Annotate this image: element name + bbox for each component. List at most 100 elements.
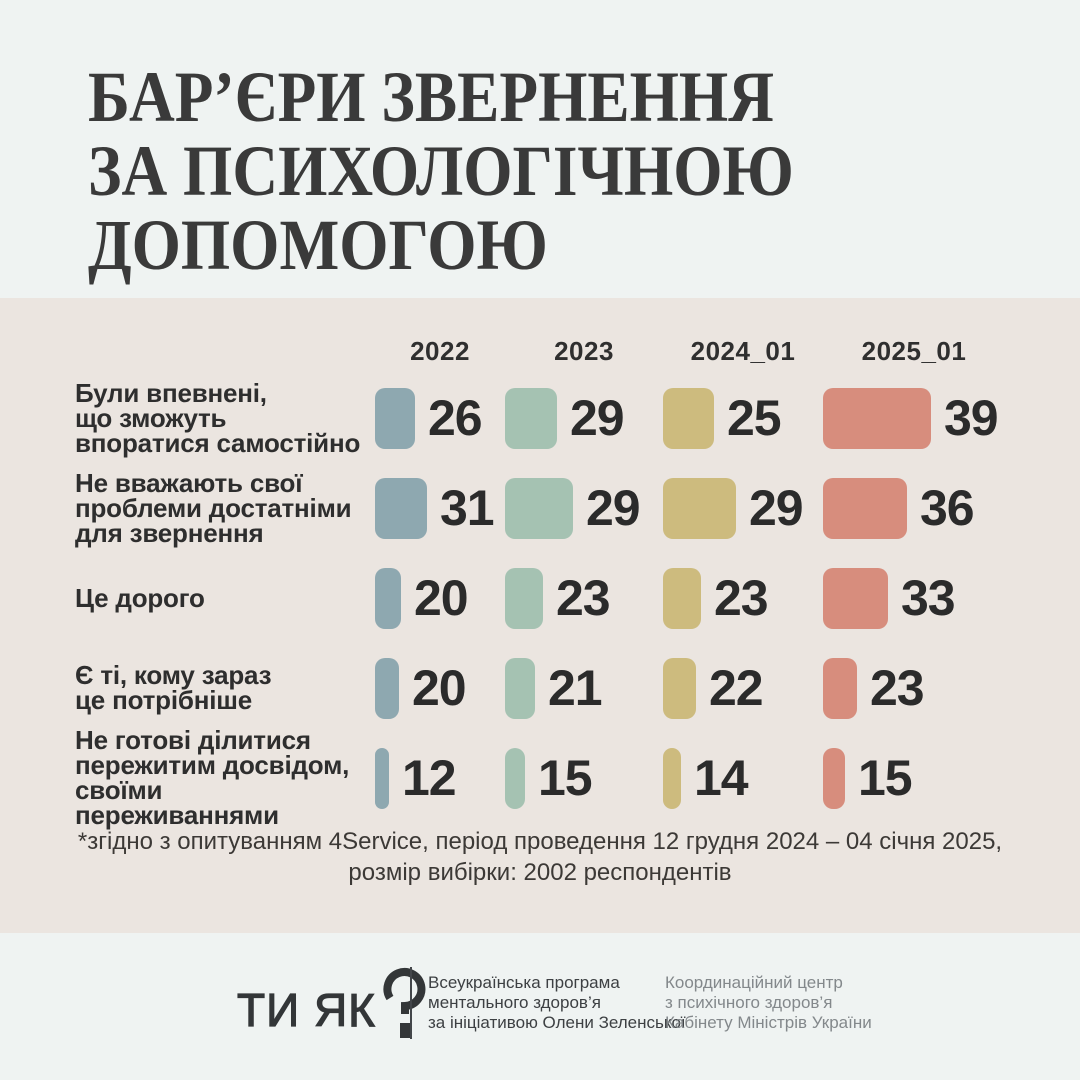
title-line-3: ДОПОМОГОЮ xyxy=(88,205,548,285)
value-cell: 31 xyxy=(375,463,495,553)
value-number: 39 xyxy=(944,389,999,446)
row-label-line: впоратися самостійно xyxy=(75,427,361,458)
column-header-2025_01: 2025_01 xyxy=(861,336,967,366)
value-box xyxy=(505,567,543,629)
value-number: 23 xyxy=(556,569,611,626)
footer-content: ТИ ЯК Всеукраїнська програма ментального… xyxy=(0,933,1080,1080)
footer-section: ТИ ЯК Всеукраїнська програма ментального… xyxy=(0,933,1080,1080)
program-line-3: за ініціативою Олени Зеленської xyxy=(428,1013,686,1032)
value-cell: 15 xyxy=(823,733,913,823)
value-box xyxy=(505,657,535,719)
title-section: БАР’ЄРИ ЗВЕРНЕННЯ ЗА ПСИХОЛОГІЧНОЮ ДОПОМ… xyxy=(0,0,1080,298)
footer-divider xyxy=(410,967,412,1039)
value-cell: 25 xyxy=(663,373,782,463)
value-cell: 33 xyxy=(823,553,956,643)
column-header-2023: 2023 xyxy=(554,336,614,366)
value-number: 36 xyxy=(920,479,975,536)
program-caption: Всеукраїнська програма ментального здоро… xyxy=(428,973,686,1033)
value-number: 20 xyxy=(412,659,467,716)
value-number: 14 xyxy=(694,749,749,806)
value-number: 29 xyxy=(570,389,625,446)
coordination-center-caption: Координаційний центр з психічного здоров… xyxy=(665,973,872,1033)
row-label: Були впевнені, що зможуть впоратися самост… xyxy=(75,373,367,463)
row-label-line: Не готові ділитися xyxy=(75,725,311,755)
value-box xyxy=(375,567,401,629)
value-box xyxy=(823,567,888,629)
value-cell: 29 xyxy=(505,463,641,553)
value-box xyxy=(823,747,845,809)
value-cell: 21 xyxy=(505,643,603,733)
value-box xyxy=(663,747,681,809)
value-cell: 29 xyxy=(663,463,804,553)
logo-wordmark: ТИ ЯК xyxy=(236,984,376,1036)
program-line-2: ментального здоров’я xyxy=(428,993,601,1012)
row-label-line: Є ті, кому зараз xyxy=(75,660,272,690)
value-number: 15 xyxy=(858,749,913,806)
value-cell: 23 xyxy=(823,643,925,733)
row-label-line: для звернення xyxy=(75,517,264,548)
value-cell: 15 xyxy=(505,733,593,823)
value-number: 26 xyxy=(428,389,483,446)
value-box xyxy=(823,387,931,449)
value-number: 12 xyxy=(402,749,457,806)
question-mark-icon xyxy=(383,968,426,1038)
value-box xyxy=(505,387,557,449)
value-box xyxy=(823,477,907,539)
value-number: 29 xyxy=(586,479,641,536)
row-label: Не готові ділитися пережитим досвідом, сво… xyxy=(75,727,367,828)
row-label-line: що зможуть xyxy=(75,402,227,433)
title-line-1: БАР’ЄРИ ЗВЕРНЕННЯ xyxy=(88,57,774,137)
value-number: 21 xyxy=(548,659,603,716)
value-cell: 22 xyxy=(663,643,764,733)
footnote-line-2: розмір вибірки: 2002 респондентів xyxy=(348,859,732,886)
chart-row: Не вважають свої проблеми достатніми для з… xyxy=(0,463,1080,553)
row-label-line: Не вважають свої xyxy=(75,467,303,498)
value-cell: 14 xyxy=(663,733,749,823)
survey-footnote: *згідно з опитуванням 4Service, період п… xyxy=(0,826,1080,888)
program-line-1: Всеукраїнська програма xyxy=(428,973,620,992)
org-line-3: Кабінету Міністрів України xyxy=(665,1013,872,1032)
value-cell: 29 xyxy=(505,373,625,463)
value-cell: 20 xyxy=(375,643,467,733)
row-label-line: це потрібніше xyxy=(75,685,252,715)
value-box xyxy=(375,657,399,719)
value-number: 25 xyxy=(727,389,782,446)
value-number: 33 xyxy=(901,569,956,626)
value-number: 31 xyxy=(440,479,495,536)
title-line-2: ЗА ПСИХОЛОГІЧНОЮ xyxy=(88,131,794,211)
chart-row: Були впевнені, що зможуть впоратися самост… xyxy=(0,373,1080,463)
value-box xyxy=(663,477,736,539)
value-cell: 26 xyxy=(375,373,483,463)
value-box xyxy=(663,387,714,449)
chart-row: Це дорого 20 23 23 33 xyxy=(0,553,1080,643)
page-title: БАР’ЄРИ ЗВЕРНЕННЯ ЗА ПСИХОЛОГІЧНОЮ ДОПОМ… xyxy=(88,60,794,282)
row-label: Не вважають свої проблеми достатніми для з… xyxy=(75,463,367,553)
row-label: Є ті, кому зараз це потрібніше xyxy=(75,643,367,733)
value-box xyxy=(823,657,857,719)
chart-row: Є ті, кому зараз це потрібніше 20 21 22 23 xyxy=(0,643,1080,733)
value-box xyxy=(375,387,415,449)
footnote-line-1: *згідно з опитуванням 4Service, період п… xyxy=(77,828,1003,855)
org-line-1: Координаційний центр xyxy=(665,973,843,992)
value-box xyxy=(375,747,389,809)
value-number: 23 xyxy=(714,569,769,626)
value-number: 15 xyxy=(538,749,593,806)
row-label-line: пережитим досвідом, xyxy=(75,750,350,780)
column-header-2024_01: 2024_01 xyxy=(690,336,796,366)
value-cell: 20 xyxy=(375,553,469,643)
value-cell: 23 xyxy=(663,553,769,643)
value-number: 23 xyxy=(870,659,925,716)
value-box xyxy=(663,657,696,719)
row-label-line: Це дорого xyxy=(75,582,205,613)
value-box xyxy=(375,477,427,539)
row-label-line: проблеми достатніми xyxy=(75,492,352,523)
chart-section: 2022 2023 2024_01 2025_01 Були впевнені, що … xyxy=(0,298,1080,933)
column-header-2022: 2022 xyxy=(410,336,470,366)
ty-yak-logo: ТИ ЯК xyxy=(236,965,430,1045)
row-label-line: своїми переживаннями xyxy=(75,775,279,830)
value-cell: 36 xyxy=(823,463,975,553)
value-cell: 12 xyxy=(375,733,457,823)
value-cell: 39 xyxy=(823,373,999,463)
value-number: 29 xyxy=(749,479,804,536)
